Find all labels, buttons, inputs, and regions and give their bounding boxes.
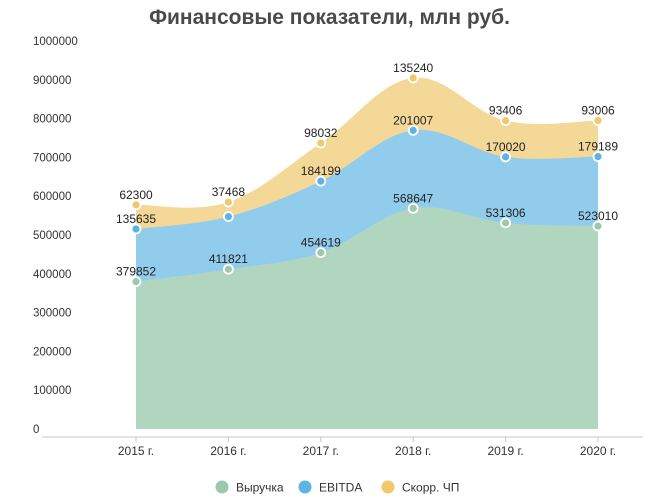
area-revenue bbox=[136, 207, 598, 429]
y-tick-label: 500000 bbox=[33, 230, 71, 242]
data-point-marker bbox=[592, 151, 604, 162]
x-tick-label: 2018 г. bbox=[395, 444, 431, 458]
data-label: 184199 bbox=[301, 164, 341, 178]
x-tick-label: 2015 г. bbox=[118, 444, 154, 458]
legend-label: EBITDA bbox=[319, 481, 362, 495]
data-point-marker bbox=[315, 137, 327, 149]
data-point-marker bbox=[407, 124, 419, 136]
legend-swatch bbox=[381, 480, 395, 494]
data-label: 98032 bbox=[304, 126, 338, 140]
data-point-marker bbox=[315, 175, 327, 187]
y-tick-label: 600000 bbox=[33, 191, 71, 203]
data-label: 568647 bbox=[393, 191, 433, 205]
data-label: 179189 bbox=[578, 140, 618, 154]
data-labels: 379852 411821 454619 568647 531306 523010 1356… bbox=[116, 61, 618, 279]
data-markers bbox=[130, 72, 604, 288]
legend-swatch bbox=[215, 480, 229, 494]
data-point-marker bbox=[500, 217, 512, 229]
data-point-marker bbox=[130, 276, 142, 288]
data-point-marker bbox=[130, 223, 142, 235]
data-label: 411821 bbox=[209, 252, 248, 266]
y-axis: 0 100000 200000 300000 400000 500000 600000 700… bbox=[33, 36, 78, 436]
data-point-marker bbox=[407, 72, 419, 84]
data-point-marker bbox=[592, 220, 604, 232]
data-label: 37468 bbox=[212, 185, 246, 199]
y-tick-label: 1000000 bbox=[33, 36, 78, 48]
data-label: 93006 bbox=[581, 103, 615, 117]
chart-title: Финансовые показатели, млн руб. bbox=[149, 6, 510, 29]
data-point-marker bbox=[130, 199, 142, 211]
data-label: 93406 bbox=[489, 104, 523, 118]
data-label: 379852 bbox=[116, 265, 156, 279]
data-label: 523010 bbox=[578, 209, 618, 223]
y-tick-label: 300000 bbox=[33, 308, 71, 320]
data-point-marker bbox=[222, 263, 234, 275]
data-label: 135240 bbox=[393, 61, 433, 75]
x-tick-label: 2016 г. bbox=[210, 444, 246, 458]
x-axis: 2015 г. 2016 г. 2017 г. 2018 г. 2019 г. 2020 … bbox=[118, 437, 616, 458]
x-tick-label: 2019 г. bbox=[487, 444, 523, 458]
data-label: 135635 bbox=[116, 212, 156, 226]
y-tick-label: 900000 bbox=[33, 75, 71, 87]
data-point-marker bbox=[315, 247, 327, 259]
legend: Выручка EBITDA Скорр. ЧП bbox=[215, 480, 459, 495]
x-tick-label: 2020 г. bbox=[580, 444, 616, 458]
x-tick-label: 2017 г. bbox=[303, 444, 339, 458]
data-point-marker bbox=[222, 211, 234, 222]
legend-label: Выручка bbox=[236, 481, 284, 495]
data-label: 201007 bbox=[393, 113, 433, 127]
data-label: 531306 bbox=[486, 206, 526, 220]
data-label: 454619 bbox=[301, 236, 341, 250]
legend-swatch bbox=[298, 480, 312, 494]
data-point-marker bbox=[407, 202, 419, 214]
chart-areas bbox=[136, 77, 598, 429]
y-tick-label: 400000 bbox=[33, 269, 71, 281]
y-tick-label: 0 bbox=[33, 424, 39, 436]
y-tick-label: 200000 bbox=[33, 346, 71, 358]
y-tick-label: 700000 bbox=[33, 152, 71, 164]
y-tick-label: 100000 bbox=[33, 385, 71, 397]
data-point-marker bbox=[222, 196, 234, 208]
data-point-marker bbox=[592, 115, 604, 126]
data-point-marker bbox=[500, 151, 512, 163]
y-tick-label: 800000 bbox=[33, 114, 71, 126]
data-label: 170020 bbox=[486, 140, 526, 154]
data-point-marker bbox=[500, 115, 512, 127]
data-label: 62300 bbox=[119, 188, 153, 202]
legend-label: Скорр. ЧП bbox=[402, 481, 459, 495]
